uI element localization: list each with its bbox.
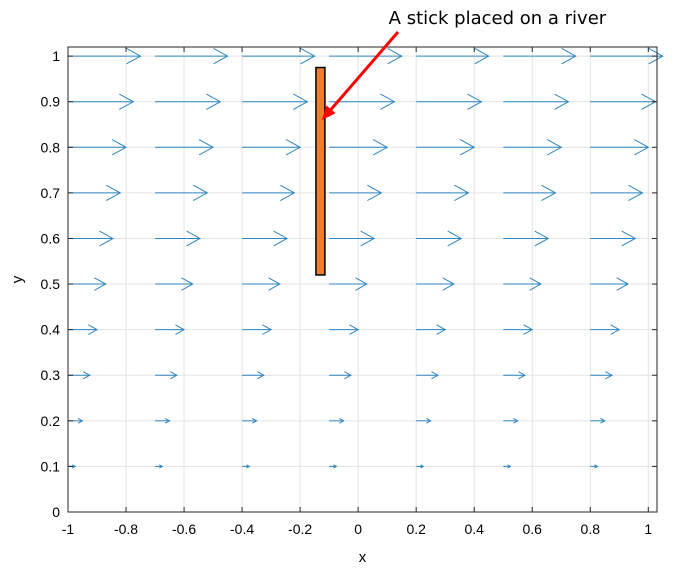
x-tick-label: 0.6 (523, 521, 543, 537)
annotation: A stick placed on a river (321, 8, 607, 120)
velocity-arrow (242, 93, 309, 110)
velocity-arrow (155, 371, 178, 380)
velocity-arrow (242, 230, 289, 247)
velocity-arrow (329, 93, 396, 110)
velocity-arrow (155, 47, 229, 65)
velocity-arrow (242, 324, 273, 335)
velocity-arrow (590, 417, 606, 424)
axis-ticks: -1 -0.8 -0.6 -0.4 -0.2 0 0.2 0.4 0.6 0.8 1 0 0.1 0.2 0… (41, 47, 657, 537)
velocity-arrow (155, 139, 215, 156)
velocity-arrow (242, 47, 316, 65)
velocity-arrow (503, 184, 557, 202)
velocity-arrow (68, 230, 115, 247)
velocity-arrow (416, 184, 470, 202)
velocity-arrow (329, 230, 376, 247)
velocity-arrow (329, 277, 368, 291)
x-tick-label: -1 (62, 521, 75, 537)
x-tick-label: -0.2 (288, 521, 312, 537)
x-tick-label: 0 (354, 521, 362, 537)
velocity-arrow (590, 184, 644, 202)
velocity-arrow (329, 464, 338, 469)
velocity-arrow (242, 464, 251, 469)
velocity-arrow (503, 139, 563, 156)
x-tick-label: 0.2 (406, 521, 426, 537)
annotation-arrow-head (321, 105, 336, 120)
velocity-arrow (590, 139, 650, 156)
velocity-arrow (242, 139, 302, 156)
velocity-arrow (329, 417, 345, 424)
velocity-arrows (68, 47, 664, 469)
velocity-arrow (503, 230, 550, 247)
plot-area (68, 47, 657, 512)
velocity-arrow (590, 277, 630, 291)
velocity-arrow (155, 230, 202, 247)
velocity-arrow (68, 184, 122, 202)
y-tick-label: 0.3 (41, 367, 61, 383)
y-tick-label: 0 (52, 504, 60, 520)
velocity-arrow (503, 371, 527, 380)
velocity-arrow (416, 139, 476, 156)
velocity-arrow (416, 417, 432, 424)
x-tick-label: -0.4 (230, 521, 254, 537)
y-tick-label: 0.4 (41, 322, 61, 338)
x-axis-label: x (359, 549, 367, 566)
x-tick-label: -0.8 (114, 521, 138, 537)
velocity-arrow (416, 230, 463, 247)
velocity-arrow (416, 47, 490, 65)
velocity-arrow (416, 324, 447, 335)
velocity-arrow (242, 277, 281, 291)
velocity-arrow (503, 464, 512, 469)
velocity-arrow (416, 277, 455, 291)
x-tick-label: 0.4 (464, 521, 484, 537)
y-tick-label: 0.6 (41, 230, 61, 246)
y-tick-label: 0.5 (41, 276, 61, 292)
velocity-arrow (68, 93, 135, 110)
velocity-arrow (329, 139, 389, 156)
velocity-arrow (242, 184, 296, 202)
velocity-arrow (503, 417, 519, 424)
velocity-arrow (68, 277, 107, 291)
velocity-arrow (416, 93, 483, 110)
velocity-arrow (68, 47, 142, 65)
velocity-arrow (590, 464, 599, 469)
x-tick-label: -0.6 (172, 521, 196, 537)
velocity-arrow (329, 184, 383, 202)
y-tick-label: 1 (52, 48, 60, 64)
y-tick-label: 0.1 (41, 458, 61, 474)
velocity-arrow (155, 277, 194, 291)
velocity-arrow (155, 93, 222, 110)
y-tick-label: 0.7 (41, 185, 61, 201)
y-tick-label: 0.9 (41, 94, 61, 110)
velocity-arrow (155, 184, 209, 202)
plot-frame (67, 46, 658, 513)
velocity-arrow (329, 47, 403, 65)
annotation-arrow-line (329, 31, 400, 111)
velocity-arrow (68, 139, 128, 156)
velocity-arrow (416, 371, 439, 380)
velocity-arrow (329, 324, 360, 335)
velocity-arrow (503, 324, 534, 335)
y-axis-label: y (9, 275, 26, 283)
x-tick-label: 0.8 (581, 521, 601, 537)
stick (315, 66, 326, 276)
velocity-arrow (242, 417, 258, 424)
velocity-arrow (590, 230, 637, 247)
velocity-arrow (242, 371, 265, 380)
velocity-arrow (590, 371, 614, 380)
velocity-arrow (329, 371, 352, 380)
velocity-arrow (590, 47, 664, 65)
velocity-arrow (503, 47, 577, 65)
velocity-arrow (416, 464, 425, 469)
velocity-arrow (503, 93, 570, 110)
velocity-arrow (155, 417, 171, 424)
velocity-arrow (155, 324, 186, 335)
velocity-arrow (590, 324, 621, 335)
annotation-text: A stick placed on a river (389, 8, 607, 29)
velocity-arrow (503, 277, 542, 291)
y-tick-label: 0.2 (41, 413, 61, 429)
velocity-arrow (155, 464, 164, 469)
x-tick-label: 1 (644, 521, 652, 537)
y-tick-label: 0.8 (41, 139, 61, 155)
